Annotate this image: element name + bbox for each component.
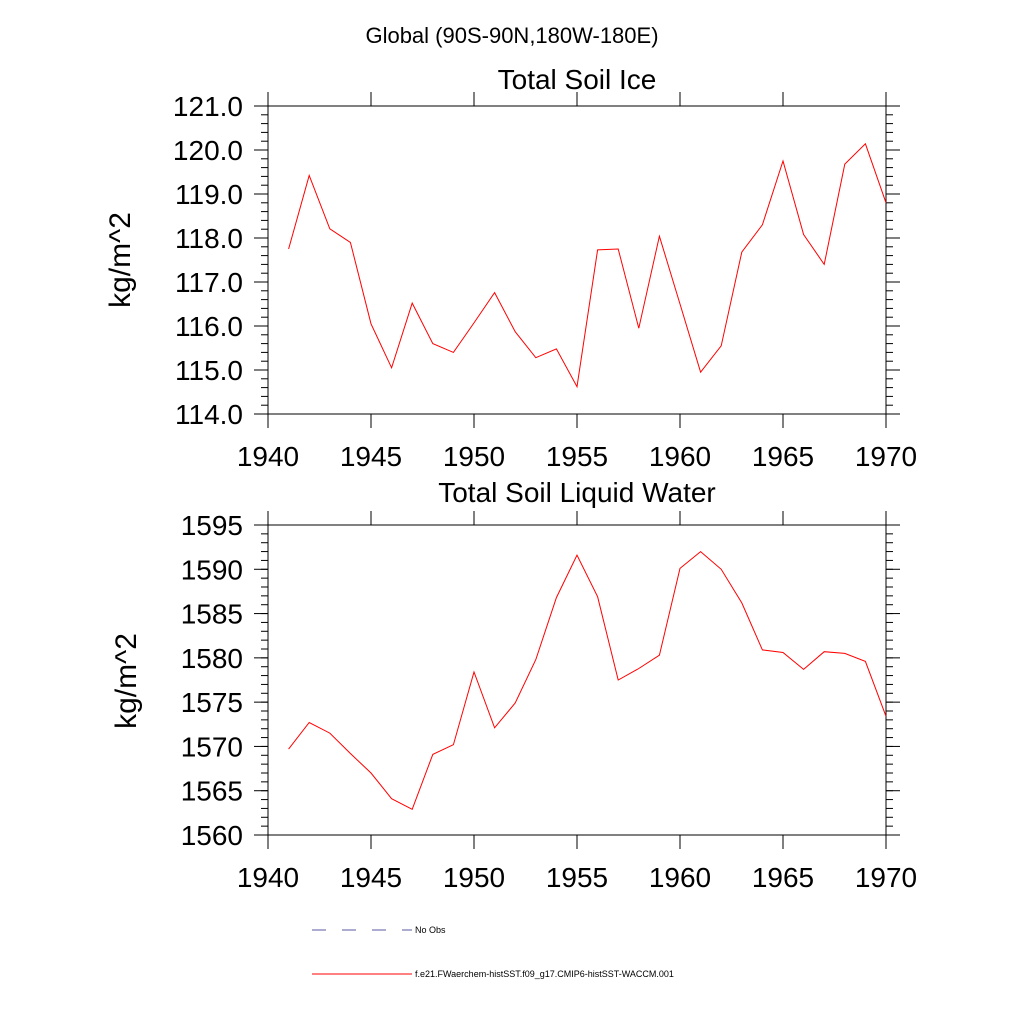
y-tick-label: 117.0 (175, 267, 243, 298)
panel-title: Total Soil Ice (498, 64, 657, 95)
x-tick-label: 1945 (340, 441, 402, 472)
y-tick-label: 121.0 (173, 91, 243, 122)
panel-title: Total Soil Liquid Water (438, 477, 716, 508)
series-line (288, 550, 887, 811)
y-tick-label: 1580 (181, 643, 243, 674)
y-tick-label: 115.0 (175, 355, 243, 386)
y-tick-label: 116.0 (175, 311, 243, 342)
y-tick-label: 1595 (181, 510, 243, 541)
plot-frame (267, 524, 887, 836)
y-tick-label: 1570 (181, 731, 243, 762)
plot-marks (288, 550, 887, 811)
axis-ticks: 1940 1945 1950 1955 1960 1965 1970 114.0 115.0 11… (173, 91, 917, 472)
figure-title: Global (90S-90N,180W-180E) (365, 23, 658, 48)
y-tick-label: 1575 (181, 687, 243, 718)
x-tick-label: 1955 (546, 862, 608, 893)
series-line (288, 142, 887, 389)
x-tick-label: 1950 (443, 441, 505, 472)
x-tick-label: 1945 (340, 862, 402, 893)
x-tick-label: 1960 (649, 862, 711, 893)
x-tick-label: 1965 (752, 441, 814, 472)
x-tick-label: 1970 (855, 441, 917, 472)
y-tick-label: 1560 (181, 820, 243, 851)
y-axis-label: kg/m^2 (104, 212, 137, 308)
legend-label-no-obs: No Obs (415, 925, 446, 935)
x-tick-label: 1960 (649, 441, 711, 472)
panel-total-soil-liquid-water: Total Soil Liquid Water kg/m^2 1940 1945 1… (110, 477, 917, 893)
axis-ticks: 1940 1945 1950 1955 1960 1965 1970 1560 1565 1570… (181, 510, 917, 893)
x-tick-label: 1950 (443, 862, 505, 893)
plot-frame (267, 105, 887, 415)
plot-marks (288, 142, 887, 389)
y-tick-label: 1565 (181, 776, 243, 807)
panel-total-soil-ice: Total Soil Ice kg/m^2 1940 1945 1950 1955 19… (104, 64, 917, 472)
y-tick-label: 114.0 (175, 399, 243, 430)
x-tick-label: 1955 (546, 441, 608, 472)
legend: No Obs f.e21.FWaerchem-histSST.f09_g17.C… (312, 925, 674, 979)
x-tick-label: 1970 (855, 862, 917, 893)
y-axis-label: kg/m^2 (110, 633, 143, 729)
x-tick-label: 1940 (237, 862, 299, 893)
legend-label-model: f.e21.FWaerchem-histSST.f09_g17.CMIP6-hi… (415, 969, 674, 979)
y-tick-label: 120.0 (173, 135, 243, 166)
y-tick-label: 118.0 (175, 223, 243, 254)
x-tick-label: 1965 (752, 862, 814, 893)
y-tick-label: 1585 (181, 599, 243, 630)
y-tick-label: 119.0 (175, 179, 243, 210)
y-tick-label: 1590 (181, 554, 243, 585)
x-tick-label: 1940 (237, 441, 299, 472)
